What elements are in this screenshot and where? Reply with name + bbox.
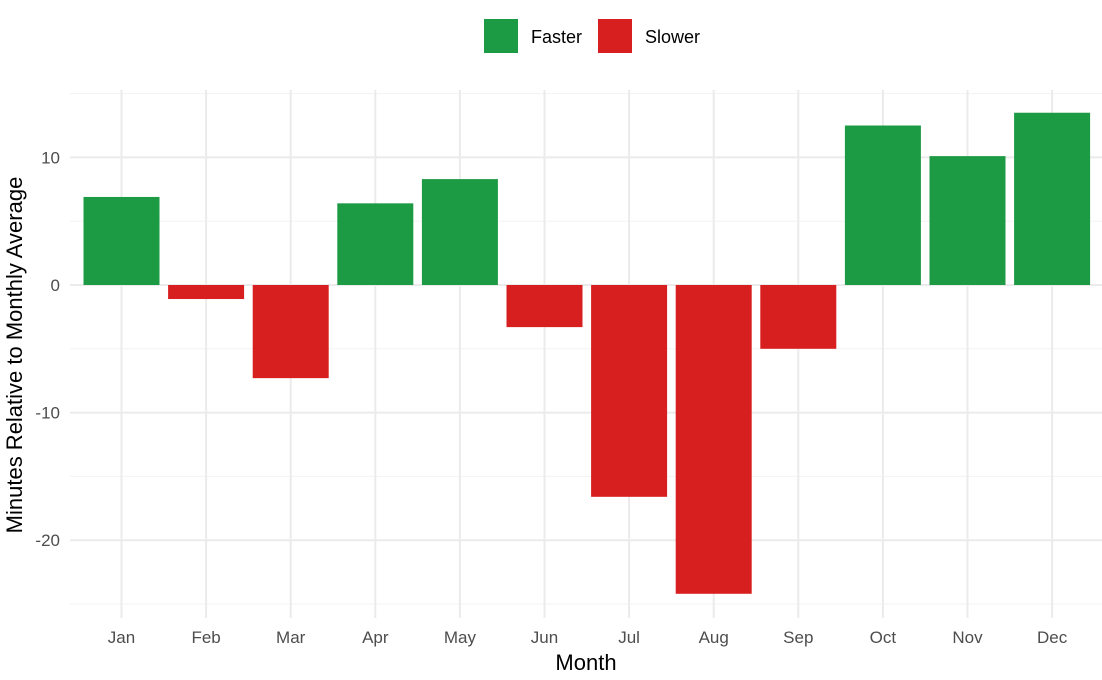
x-axis-title: Month xyxy=(555,650,616,675)
x-tick-label: Feb xyxy=(191,628,220,647)
bar-feb xyxy=(168,285,245,300)
y-axis-ticks: -20 -10 0 10 xyxy=(35,148,60,550)
grid xyxy=(70,90,1102,618)
legend: Faster Slower xyxy=(484,19,700,53)
bar-jun xyxy=(506,285,583,328)
x-tick-label: Jan xyxy=(108,628,135,647)
bar-may xyxy=(421,179,498,285)
bar-dec xyxy=(1014,112,1091,286)
bars xyxy=(83,112,1091,594)
bar-nov xyxy=(929,156,1006,285)
legend-label-faster: Faster xyxy=(531,27,582,47)
bar-mar xyxy=(252,285,329,379)
x-tick-label: Apr xyxy=(362,628,389,647)
bar-aug xyxy=(675,285,752,594)
x-tick-label: May xyxy=(444,628,477,647)
bar-oct xyxy=(844,125,921,285)
y-tick-label: -10 xyxy=(35,404,60,423)
x-tick-label: Aug xyxy=(699,628,729,647)
legend-label-slower: Slower xyxy=(645,27,700,47)
x-tick-label: Mar xyxy=(276,628,306,647)
bar-sep xyxy=(760,285,837,349)
x-tick-label: Jul xyxy=(618,628,640,647)
x-tick-label: Sep xyxy=(783,628,813,647)
x-tick-label: Jun xyxy=(531,628,558,647)
x-axis-ticks: Jan Feb Mar Apr May Jun Jul Aug Sep Oct Nov Dec xyxy=(108,628,1068,647)
bar-apr xyxy=(337,203,414,285)
y-tick-label: 0 xyxy=(51,276,60,295)
legend-swatch-faster xyxy=(484,19,518,53)
y-tick-label: -20 xyxy=(35,531,60,550)
y-axis-title: Minutes Relative to Monthly Average xyxy=(2,177,27,534)
x-tick-label: Oct xyxy=(870,628,897,647)
x-tick-label: Nov xyxy=(952,628,983,647)
legend-swatch-slower xyxy=(598,19,632,53)
y-tick-label: 10 xyxy=(41,148,60,167)
bar-jan xyxy=(83,196,160,285)
x-tick-label: Dec xyxy=(1037,628,1068,647)
bar-jul xyxy=(591,285,668,497)
